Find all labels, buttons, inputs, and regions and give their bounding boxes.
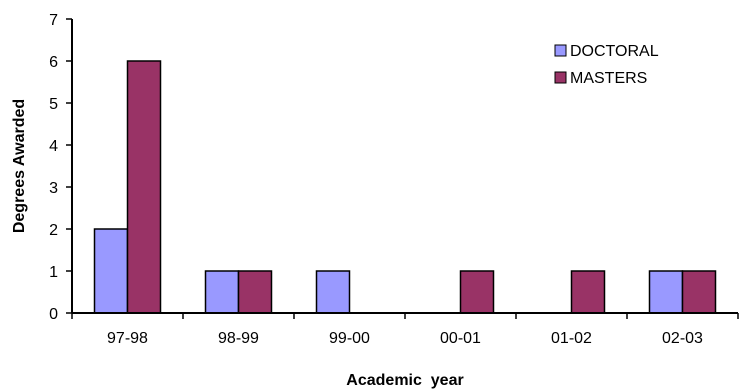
legend-swatch-masters	[554, 71, 567, 84]
y-tick-label: 5	[49, 96, 58, 113]
legend: DOCTORAL MASTERS	[554, 43, 659, 87]
x-tick-label: 01-02	[551, 330, 592, 347]
bars-group	[93, 60, 717, 314]
y-axis-title: Degrees Awarded	[11, 99, 28, 233]
bar-masters-98-99	[237, 270, 273, 314]
x-tick-label: 02-03	[662, 330, 703, 347]
legend-label-masters: MASTERS	[570, 70, 647, 87]
legend-swatch-doctoral	[554, 44, 567, 57]
x-tick-label: 98-99	[218, 330, 259, 347]
bar-masters-02-03	[681, 270, 717, 314]
y-tick-label: 0	[49, 306, 58, 323]
x-tick-label: 97-98	[107, 330, 148, 347]
x-axis-ticks: 97-98 98-99 99-00 00-01 01-02 02-03	[71, 313, 739, 347]
y-tick-label: 2	[49, 222, 58, 239]
x-tick-label: 00-01	[440, 330, 481, 347]
bar-masters-97-98	[126, 60, 162, 314]
y-axis-ticks: 0 1 2 3 4 5 6 7	[49, 12, 72, 323]
y-tick-label: 7	[49, 12, 58, 29]
y-tick-label: 6	[49, 54, 58, 71]
legend-label-doctoral: DOCTORAL	[570, 43, 659, 60]
bar-masters-00-01	[459, 270, 495, 314]
x-tick-label: 99-00	[329, 330, 370, 347]
bar-doctoral-98-99	[204, 270, 240, 314]
x-axis-title: Academic year	[346, 372, 463, 389]
bar-doctoral-99-00	[315, 270, 351, 314]
y-tick-label: 3	[49, 180, 58, 197]
bar-masters-01-02	[570, 270, 606, 314]
bar-doctoral-02-03	[648, 270, 684, 314]
y-tick-label: 1	[49, 264, 58, 281]
y-tick-label: 4	[49, 138, 58, 155]
bar-doctoral-97-98	[93, 228, 129, 314]
